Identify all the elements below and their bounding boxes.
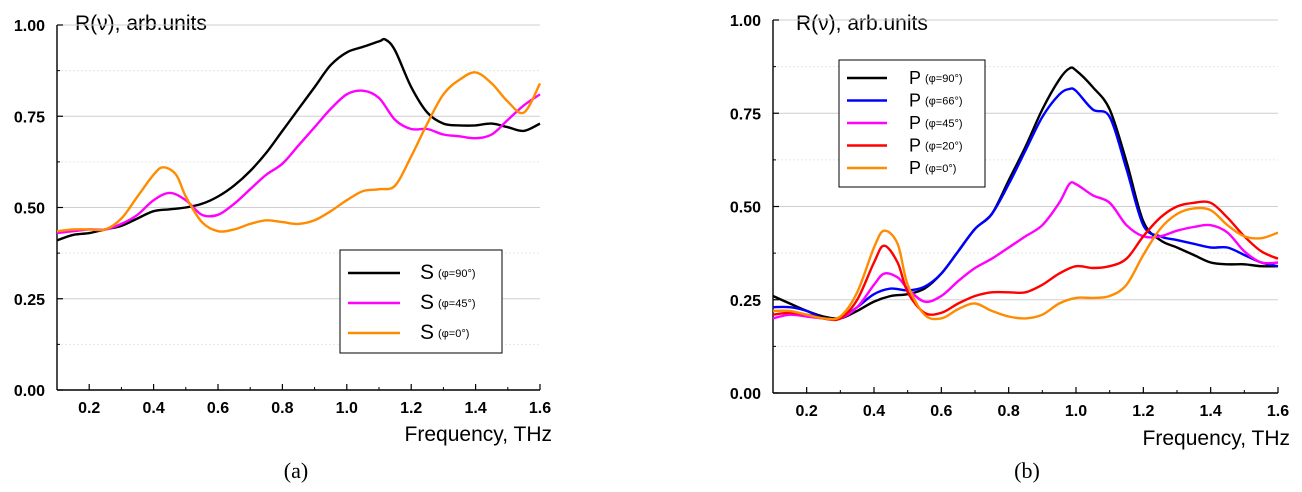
- series-line: [56, 71, 542, 233]
- chart-panel-a: R(ν), arb.units Frequency, THz (a) 0.00 0…: [14, 12, 552, 483]
- x-tick-label: 1.6: [1267, 403, 1289, 420]
- y-tick-label: 0.75: [730, 106, 761, 123]
- legend-label: P (φ=45°): [909, 113, 963, 133]
- x-tick-label: 1.2: [1132, 403, 1154, 420]
- legend-label: S (φ=45°): [420, 291, 476, 314]
- x-tick-label: 1.0: [336, 400, 358, 417]
- x-tick-label: 0.2: [796, 403, 818, 420]
- x-tick-label: 1.0: [1065, 403, 1087, 420]
- legend-label: S (φ=90°): [420, 261, 476, 284]
- x-tick-label: 0.4: [142, 400, 164, 417]
- x-tick-label: 1.4: [1200, 403, 1222, 420]
- y-tick-label: 0.50: [730, 200, 761, 217]
- y-tick-label: 0.50: [14, 201, 45, 218]
- y-axis-label: R(ν), arb.units: [75, 12, 207, 35]
- legend-label: P (φ=20°): [909, 136, 963, 156]
- x-tick-label: 0.8: [271, 400, 293, 417]
- x-tick-label: 0.6: [930, 403, 952, 420]
- series-line: [56, 89, 541, 235]
- legend-label: P (φ=0°): [909, 158, 956, 178]
- x-axis-label: Frequency, THz: [1143, 427, 1290, 450]
- panel-caption: (a): [284, 458, 308, 483]
- x-tick-label: 0.6: [207, 400, 229, 417]
- y-tick-label: 0.25: [730, 293, 761, 310]
- x-tick-label: 1.6: [529, 400, 551, 417]
- legend: S (φ=90°) S (φ=45°) S (φ=0°): [339, 249, 503, 354]
- x-tick-label: 0.4: [863, 403, 885, 420]
- legend: P (φ=90°) P (φ=66°)P (φ=45°) P (φ=20°)P (φ=0°): [838, 59, 986, 188]
- series-line: [772, 181, 1279, 321]
- y-tick-label: 0.75: [14, 109, 45, 126]
- legend-label: P (φ=90°): [909, 68, 963, 88]
- series-line: [772, 66, 1279, 320]
- x-tick-label: 0.8: [998, 403, 1020, 420]
- x-axis-label: Frequency, THz: [405, 423, 552, 446]
- x-tick-label: 1.2: [400, 400, 422, 417]
- y-tick-label: 1.00: [14, 18, 45, 35]
- series-line: [772, 200, 1279, 322]
- y-tick-label: 0.25: [14, 292, 45, 309]
- y-axis-label: R(ν), arb.units: [796, 12, 928, 35]
- legend-label: P (φ=66°): [909, 91, 963, 111]
- x-tick-label: 1.4: [464, 400, 486, 417]
- series-line: [772, 206, 1279, 321]
- series-line: [56, 37, 541, 242]
- y-tick-label: 0.00: [14, 383, 45, 400]
- panel-caption: (b): [1014, 458, 1040, 483]
- x-tick-label: 0.2: [78, 400, 100, 417]
- chart-panel-b: R(ν), arb.units Frequency, THz (b) 0.00 0…: [730, 12, 1290, 483]
- legend-label: S (φ=0°): [420, 321, 469, 344]
- y-tick-label: 1.00: [730, 13, 761, 30]
- y-tick-label: 0.00: [730, 386, 761, 403]
- legend-box: [339, 249, 503, 354]
